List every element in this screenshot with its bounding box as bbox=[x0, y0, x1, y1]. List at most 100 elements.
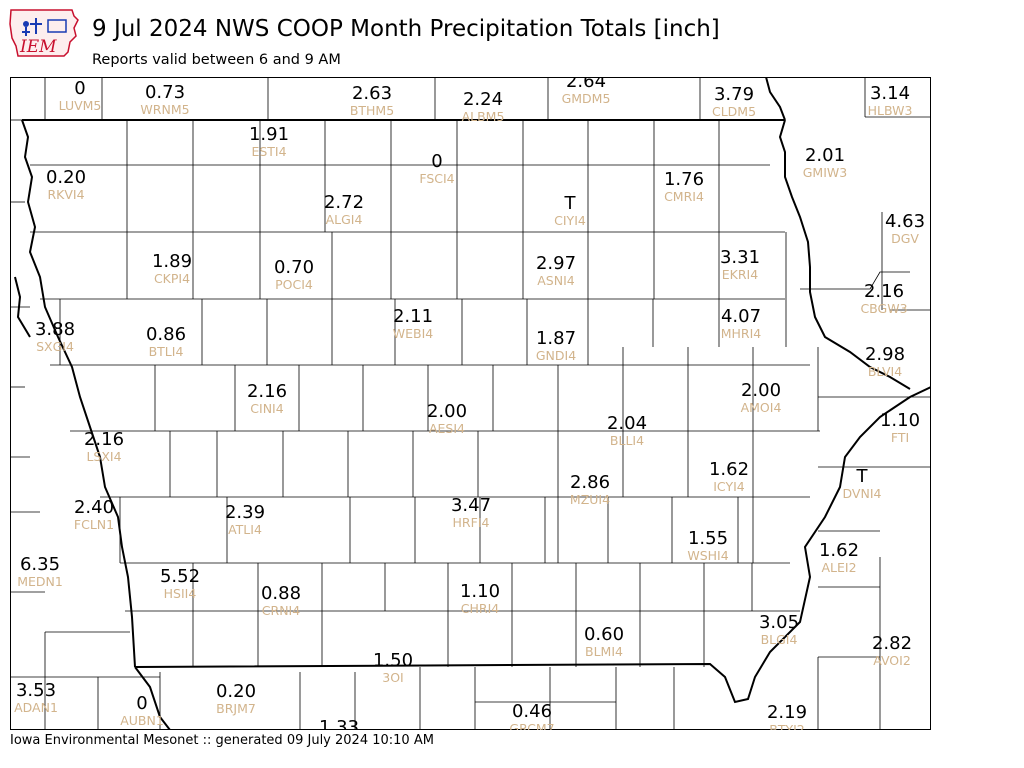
station-id: CKPI4 bbox=[154, 271, 190, 286]
station-id: HLBW3 bbox=[868, 103, 913, 118]
station-value: 1.50 bbox=[373, 650, 413, 671]
station-value: 2.64 bbox=[566, 77, 606, 92]
station-value: 2.19 bbox=[767, 702, 807, 723]
station-value: 0.73 bbox=[145, 82, 185, 103]
station-id: CHRI4 bbox=[461, 601, 499, 616]
station-id: WSHI4 bbox=[687, 548, 728, 563]
station-id: MHRI4 bbox=[721, 326, 762, 341]
station-value: 3.14 bbox=[870, 83, 910, 104]
station-value: 0 bbox=[431, 151, 442, 172]
station-id: SXGI4 bbox=[36, 339, 74, 354]
station-value: 1.55 bbox=[688, 528, 728, 549]
station-value: 1.33 bbox=[319, 717, 359, 730]
station-id: HRFI4 bbox=[453, 515, 490, 530]
map-subtitle: Reports valid between 6 and 9 AM bbox=[92, 52, 341, 68]
station-id: CLDM5 bbox=[712, 104, 756, 119]
station-value: 2.11 bbox=[393, 306, 433, 327]
station-value: 0.86 bbox=[146, 324, 186, 345]
station-value: 2.40 bbox=[74, 497, 114, 518]
station-id: BLGI4 bbox=[761, 632, 798, 647]
station-id: AUBN1 bbox=[120, 713, 164, 728]
station-value: 3.53 bbox=[16, 680, 56, 701]
station-value: 1.87 bbox=[536, 328, 576, 349]
station-value: 1.62 bbox=[709, 459, 749, 480]
station-value: 0.70 bbox=[274, 257, 314, 278]
station-value: 4.07 bbox=[721, 306, 761, 327]
station-id: ALEI2 bbox=[821, 560, 856, 575]
station-unnamed: 1.33 bbox=[319, 717, 359, 730]
station-id: FCLN1 bbox=[74, 517, 114, 532]
station-id: BLMI4 bbox=[585, 644, 623, 659]
station-id: GMDM5 bbox=[562, 91, 611, 106]
station-id: ESTI4 bbox=[251, 144, 286, 159]
station-id: LSXI4 bbox=[86, 449, 121, 464]
station-id: POCI4 bbox=[275, 277, 313, 292]
station-id: ASNI4 bbox=[537, 273, 575, 288]
station-id: CBGW3 bbox=[860, 301, 907, 316]
station-value: 2.39 bbox=[225, 502, 265, 523]
station-id: CMRI4 bbox=[664, 189, 704, 204]
station-id: ATLI4 bbox=[228, 522, 262, 537]
station-value: 2.98 bbox=[865, 344, 905, 365]
state-borders bbox=[14, 77, 931, 730]
station-id: 3OI bbox=[382, 670, 403, 685]
station-id: FSCI4 bbox=[419, 171, 454, 186]
iem-logo: IEM bbox=[8, 6, 84, 64]
station-labels: 0LUVM50.73WRNM52.63BTHM52.24ALBM52.64GMD… bbox=[14, 77, 925, 730]
station-value: 2.16 bbox=[864, 281, 904, 302]
station-value: 2.86 bbox=[570, 472, 610, 493]
station-value: T bbox=[564, 193, 577, 214]
station-value: 0.60 bbox=[584, 624, 624, 645]
station-id: BRJM7 bbox=[216, 701, 256, 716]
station-value: 0.20 bbox=[46, 167, 86, 188]
station-id: AMOI4 bbox=[741, 400, 782, 415]
station-id: DVNI4 bbox=[843, 486, 882, 501]
station-value: 1.10 bbox=[880, 410, 920, 431]
precipitation-map: 0LUVM50.73WRNM52.63BTHM52.24ALBM52.64GMD… bbox=[10, 77, 931, 730]
station-id: DGV bbox=[891, 231, 919, 246]
station-value: 2.00 bbox=[427, 401, 467, 422]
station-value: 2.24 bbox=[463, 89, 503, 110]
station-id: BTLI4 bbox=[149, 344, 184, 359]
station-id: GNDI4 bbox=[536, 348, 576, 363]
station-id: ICYI4 bbox=[713, 479, 745, 494]
station-id: EKRI4 bbox=[722, 267, 758, 282]
station-value: 1.62 bbox=[819, 540, 859, 561]
station-value: T bbox=[856, 466, 869, 487]
station-id: BTYI2 bbox=[769, 722, 805, 730]
map-title: 9 Jul 2024 NWS COOP Month Precipitation … bbox=[92, 16, 720, 42]
station-value: 0.46 bbox=[512, 701, 552, 722]
